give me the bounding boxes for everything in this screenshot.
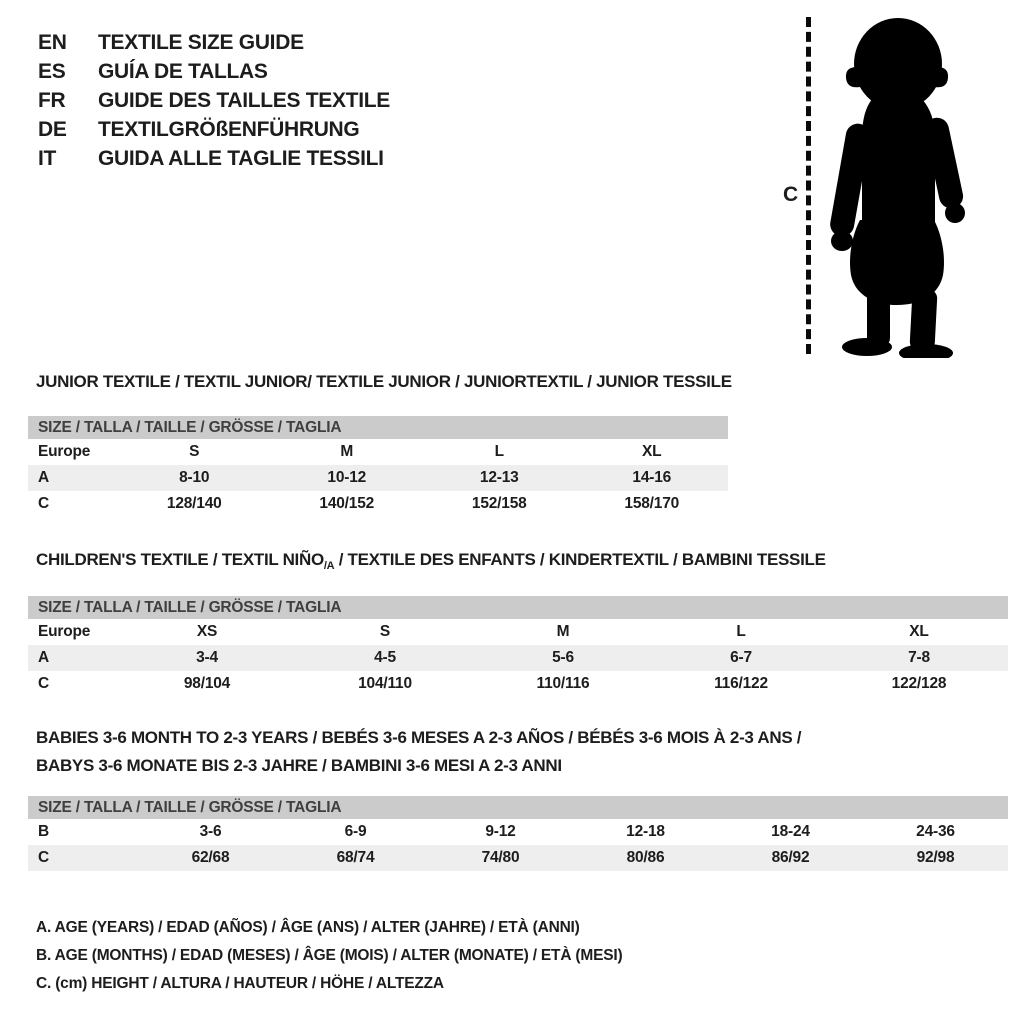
table-row: Europe S M L XL — [28, 439, 728, 465]
row-label: A — [38, 649, 49, 666]
row-label: C — [38, 495, 49, 512]
cell-value: 128/140 — [166, 495, 222, 512]
size-table: SIZE / TALLA / TAILLE / GRÖSSE / TAGLIA B… — [28, 796, 1008, 871]
section-title: BABIES 3-6 MONTH TO 2-3 YEARS / BEBÉS 3-… — [36, 724, 1008, 752]
cell-value: 10-12 — [327, 469, 367, 486]
cell-value: 24-36 — [916, 823, 955, 840]
legend-line: B. AGE (MONTHS) / EDAD (MESES) / ÂGE (MO… — [36, 947, 623, 964]
legend-line: C. (cm) HEIGHT / ALTURA / HAUTEUR / HÖHE… — [36, 975, 444, 992]
language-code: FR — [38, 89, 66, 112]
section-title-segment: BABYS 3-6 MONATE BIS 2-3 JAHRE / BAMBINI… — [36, 756, 562, 775]
section-title-segment: JUNIOR TEXTILE / TEXTIL JUNIOR/ TEXTILE … — [36, 372, 732, 391]
cell-value: L — [736, 623, 746, 640]
cell-value: 110/116 — [536, 675, 590, 692]
cell-value: 12-18 — [626, 823, 665, 840]
section-title-segment: CHILDREN'S TEXTILE / TEXTIL NIÑO — [36, 550, 324, 569]
cell-value: 80/86 — [626, 849, 665, 866]
size-table: SIZE / TALLA / TAILLE / GRÖSSE / TAGLIA E… — [28, 596, 1008, 697]
row-label: B — [38, 823, 49, 840]
language-code: ES — [38, 60, 66, 83]
section-title: JUNIOR TEXTILE / TEXTIL JUNIOR/ TEXTILE … — [36, 368, 732, 396]
cell-value: 6-9 — [344, 823, 367, 840]
cell-value: XS — [196, 623, 218, 640]
legend: A. AGE (YEARS) / EDAD (AÑOS) / ÂGE (ANS)… — [36, 914, 623, 998]
language-row: DE TEXTILGRÖßENFÜHRUNG — [38, 115, 390, 144]
language-label: GUÍA DE TALLAS — [98, 60, 268, 83]
table-row: C 98/104 104/110 110/116 116/122 122/128 — [28, 671, 1008, 697]
cell-value: 158/170 — [624, 495, 680, 512]
cell-value: 8-10 — [179, 469, 210, 486]
size-table-header: SIZE / TALLA / TAILLE / GRÖSSE / TAGLIA — [28, 416, 728, 439]
cell-value: 92/98 — [916, 849, 955, 866]
cell-value: 3-4 — [196, 649, 218, 666]
cell-value: 5-6 — [552, 649, 574, 666]
language-label: TEXTILE SIZE GUIDE — [98, 31, 304, 54]
cell-value: 68/74 — [336, 849, 375, 866]
section-babies: BABIES 3-6 MONTH TO 2-3 YEARS / BEBÉS 3-… — [28, 724, 1008, 871]
table-row: A 8-10 10-12 12-13 14-16 — [28, 465, 728, 491]
cell-value: 12-13 — [479, 469, 519, 486]
size-table: SIZE / TALLA / TAILLE / GRÖSSE / TAGLIA E… — [28, 416, 728, 517]
cell-value: 98/104 — [183, 675, 231, 692]
cell-value: 74/80 — [481, 849, 520, 866]
cell-value: 7-8 — [908, 649, 930, 666]
row-label: A — [38, 469, 49, 486]
section-children: CHILDREN'S TEXTILE / TEXTIL NIÑO/A / TEX… — [28, 546, 1008, 692]
cell-value: 62/68 — [191, 849, 230, 866]
cell-value: L — [494, 443, 504, 460]
height-label: C — [783, 183, 799, 206]
row-label: C — [38, 849, 49, 866]
height-dotted-line — [806, 17, 811, 354]
language-list: EN TEXTILE SIZE GUIDE ES GUÍA DE TALLAS FR GU… — [38, 28, 390, 173]
language-row: EN TEXTILE SIZE GUIDE — [38, 28, 390, 57]
language-row: FR GUIDE DES TAILLES TEXTILE — [38, 86, 390, 115]
table-row: A 3-4 4-5 5-6 6-7 7-8 — [28, 645, 1008, 671]
table-row: Europe XS S M L XL — [28, 619, 1008, 645]
language-label: GUIDE DES TAILLES TEXTILE — [98, 89, 390, 112]
size-table-header: SIZE / TALLA / TAILLE / GRÖSSE / TAGLIA — [28, 796, 1008, 819]
language-code: DE — [38, 118, 67, 141]
language-code: IT — [38, 147, 57, 170]
cell-value: 4-5 — [374, 649, 396, 666]
section-title: CHILDREN'S TEXTILE / TEXTIL NIÑO/A / TEX… — [36, 546, 1008, 580]
language-code: EN — [38, 31, 67, 54]
section-junior: JUNIOR TEXTILE / TEXTIL JUNIOR/ TEXTILE … — [28, 368, 732, 512]
language-row: ES GUÍA DE TALLAS — [38, 57, 390, 86]
cell-value: 140/152 — [319, 495, 375, 512]
table-row: B 3-6 6-9 9-12 12-18 18-24 24-36 — [28, 819, 1008, 845]
section-title-segment: / TEXTILE DES ENFANTS / KINDERTEXTIL / B… — [334, 550, 826, 569]
legend-line: A. AGE (YEARS) / EDAD (AÑOS) / ÂGE (ANS)… — [36, 919, 580, 936]
baby-silhouette-icon — [830, 18, 965, 358]
baby-figure: C — [770, 0, 1024, 380]
cell-value: S — [379, 623, 391, 640]
row-label: Europe — [38, 443, 91, 460]
cell-value: S — [189, 443, 200, 460]
language-label: TEXTILGRÖßENFÜHRUNG — [98, 118, 360, 141]
cell-value: 9-12 — [485, 823, 516, 840]
cell-value: 18-24 — [771, 823, 810, 840]
cell-value: 116/122 — [714, 675, 768, 692]
section-title-segment: /A — [323, 560, 335, 572]
language-label: GUIDA ALLE TAGLIE TESSILI — [98, 147, 384, 170]
cell-value: 14-16 — [632, 469, 672, 486]
cell-value: 86/92 — [771, 849, 810, 866]
table-row: C 62/68 68/74 74/80 80/86 86/92 92/98 — [28, 845, 1008, 871]
cell-value: 3-6 — [199, 823, 222, 840]
size-table-header: SIZE / TALLA / TAILLE / GRÖSSE / TAGLIA — [28, 596, 1008, 619]
cell-value: 6-7 — [730, 649, 752, 666]
row-label: C — [38, 675, 49, 692]
row-label: Europe — [38, 623, 91, 640]
section-title-segment: BABIES 3-6 MONTH TO 2-3 YEARS / BEBÉS 3-… — [36, 728, 802, 747]
section-title: BABYS 3-6 MONATE BIS 2-3 JAHRE / BAMBINI… — [36, 752, 1008, 780]
cell-value: 104/110 — [358, 675, 412, 692]
cell-value: M — [556, 623, 570, 640]
cell-value: XL — [909, 623, 929, 640]
language-row: IT GUIDA ALLE TAGLIE TESSILI — [38, 144, 390, 173]
cell-value: M — [340, 443, 354, 460]
cell-value: 152/158 — [471, 495, 527, 512]
cell-value: 122/128 — [891, 675, 947, 692]
cell-value: XL — [642, 443, 662, 460]
table-row: C 128/140 140/152 152/158 158/170 — [28, 491, 728, 517]
